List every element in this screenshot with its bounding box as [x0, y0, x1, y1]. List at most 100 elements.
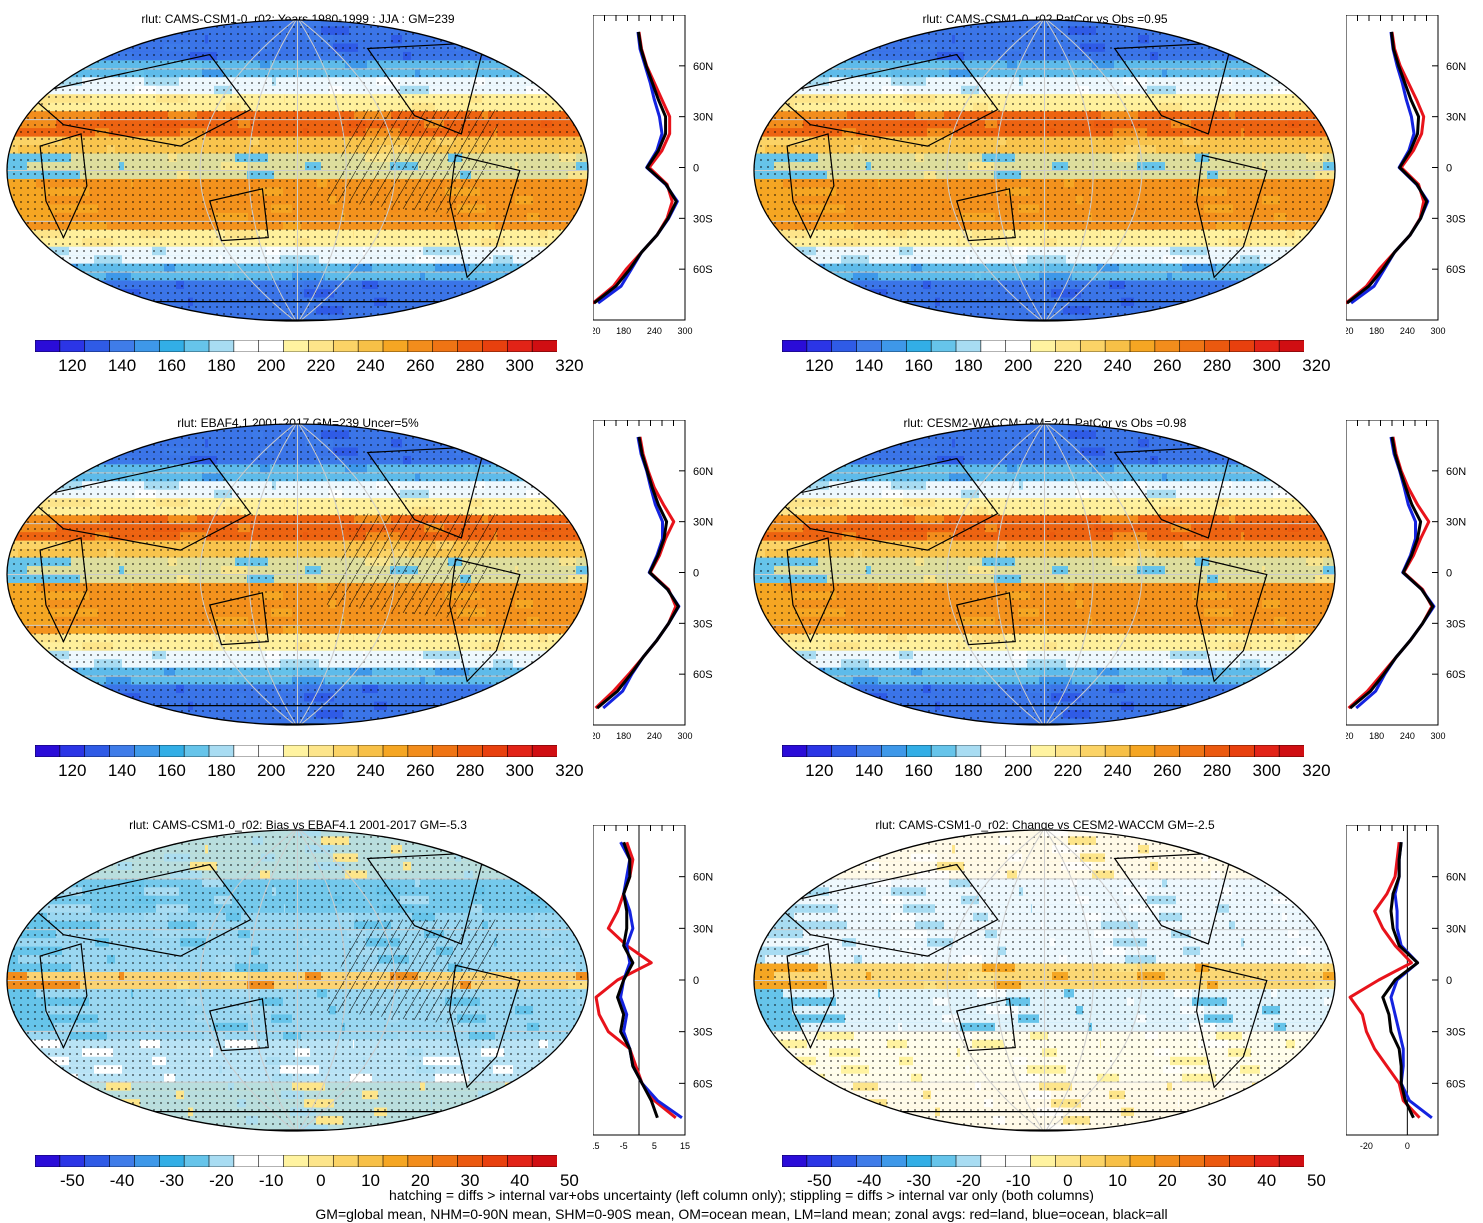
lat-tick-label: 30N [693, 923, 713, 935]
colorbar [35, 340, 557, 352]
map-anomaly [852, 314, 947, 321]
profile-series-ocean [597, 31, 679, 305]
lat-tick-label: 0 [1446, 568, 1452, 580]
map-anomaly [790, 693, 865, 703]
profile-x-tick-label: -20 [1360, 1141, 1373, 1151]
colorbar-bin [109, 340, 136, 352]
map-anomaly [490, 20, 565, 28]
graticule-meridian [946, 424, 1045, 725]
map-outline [6, 829, 589, 1132]
profile-x-tick-label: 240 [1400, 326, 1415, 336]
colorbar-bin [283, 745, 310, 757]
colorbar-bin [283, 340, 310, 352]
colorbar-bin [158, 1155, 185, 1167]
colorbar-bin [457, 745, 484, 757]
lat-tick-label: 60S [693, 264, 713, 276]
colorbar-tick-label: 0 [316, 1171, 326, 1190]
lat-tick-label: 60N [1446, 61, 1466, 73]
map-anomaly [517, 472, 588, 483]
colorbar-bin [84, 745, 111, 757]
map-anomaly [790, 1099, 865, 1109]
graticule-meridian [946, 20, 1045, 321]
colorbar-tick-label: -50 [59, 1171, 85, 1190]
map-anomaly [1187, 306, 1249, 316]
profile-frame [1346, 825, 1439, 1136]
map-anomaly [7, 718, 115, 725]
colorbar-bin [1278, 745, 1304, 757]
map-anomaly [1264, 878, 1335, 889]
colorbar-bin [1154, 745, 1181, 757]
colorbar-tick-label: 0 [1063, 1171, 1073, 1190]
colorbar-tick-label: -20 [209, 1171, 234, 1190]
colorbar-bin [407, 1155, 434, 1167]
colorbar-tick-label: 300 [1252, 761, 1281, 780]
profile-x-tick-label: 240 [1400, 731, 1415, 741]
map-anomaly [1143, 1124, 1261, 1131]
panel-title: rlut: CESM2-WACCM: GM=241 PatCor vs Obs … [903, 416, 1187, 430]
colorbar-tick-label: -10 [258, 1171, 284, 1190]
colorbar-bin [432, 745, 459, 757]
map-anomaly [1326, 904, 1335, 914]
colorbar-labels: -50 -40 -30 -20 -10 0 10 20 30 40 50 [782, 1171, 1326, 1193]
map-anomaly [43, 1099, 118, 1109]
colorbar-bin [258, 340, 285, 352]
coastline [774, 863, 999, 957]
lat-tick-label: 30N [1446, 923, 1466, 935]
profile-series-all [596, 436, 680, 710]
lat-tick-label: 30N [1446, 517, 1466, 529]
map-anomaly [543, 836, 588, 846]
colorbar-tick-label: 140 [854, 761, 884, 780]
map-anomaly [508, 51, 588, 62]
colorbar-tick-label: 50 [559, 1171, 579, 1190]
colorbar-bin [506, 340, 533, 352]
map-anomaly [570, 77, 588, 87]
map-anomaly [561, 464, 588, 474]
colorbar-bin [183, 340, 210, 352]
colorbar-bin [308, 1155, 335, 1167]
profile-x-tick-label: 180 [616, 326, 631, 336]
map-anomaly [849, 424, 940, 432]
map-anomaly [52, 710, 130, 720]
global-map [753, 19, 1337, 322]
zonal-profile: W m⁻²60N30N030S60S-200 [1346, 825, 1466, 1151]
map-anomaly [1240, 314, 1319, 321]
coastline [27, 457, 252, 551]
map-anomaly [522, 676, 588, 686]
map-anomaly [1231, 701, 1307, 712]
colorbar-bin [1253, 340, 1280, 352]
map-anomaly [1335, 111, 1337, 120]
colorbar-bin [457, 1155, 484, 1167]
colorbar-tick-label: -40 [856, 1171, 882, 1190]
profile-series-ocean [602, 436, 681, 710]
profile-frame [1346, 420, 1439, 726]
colorbar-tick-label: 200 [256, 356, 286, 375]
map-anomaly [754, 1124, 862, 1131]
colorbar-bin [457, 340, 484, 352]
map-anomaly [1237, 20, 1312, 28]
lat-tick-label: 30N [693, 112, 713, 124]
coastline [448, 154, 521, 279]
map-anomaly [1299, 853, 1335, 863]
coastline [27, 53, 252, 147]
map-anomaly [393, 424, 507, 432]
colorbar-bin [1129, 745, 1156, 757]
map-anomaly [11, 844, 120, 855]
map-anomaly [758, 34, 867, 45]
panel-title: rlut: CAMS-CSM1-0_r02: Years 1980-1999 :… [141, 12, 455, 26]
profile-series-land [1346, 31, 1426, 305]
colorbar [35, 1155, 557, 1167]
colorbar-tick-label: -40 [109, 1171, 135, 1190]
map-anomaly [566, 1073, 588, 1084]
profile-x-tick-label: 240 [647, 326, 662, 336]
lat-tick-label: 0 [1446, 163, 1452, 175]
profile-x-tick-label: 300 [677, 326, 692, 336]
map-anomaly [1284, 306, 1335, 316]
map-anomaly [1246, 844, 1324, 855]
lat-tick-label: 0 [693, 568, 699, 580]
map-anomaly [1335, 921, 1337, 930]
profile-x-tick-label: -15 [593, 1141, 600, 1151]
profile-x-tick-label: 300 [1430, 326, 1445, 336]
footer-note-hatching: hatching = diffs > internal var+obs unce… [389, 1187, 1094, 1203]
graticule-meridian [297, 424, 396, 725]
colorbar-bin [308, 340, 335, 352]
